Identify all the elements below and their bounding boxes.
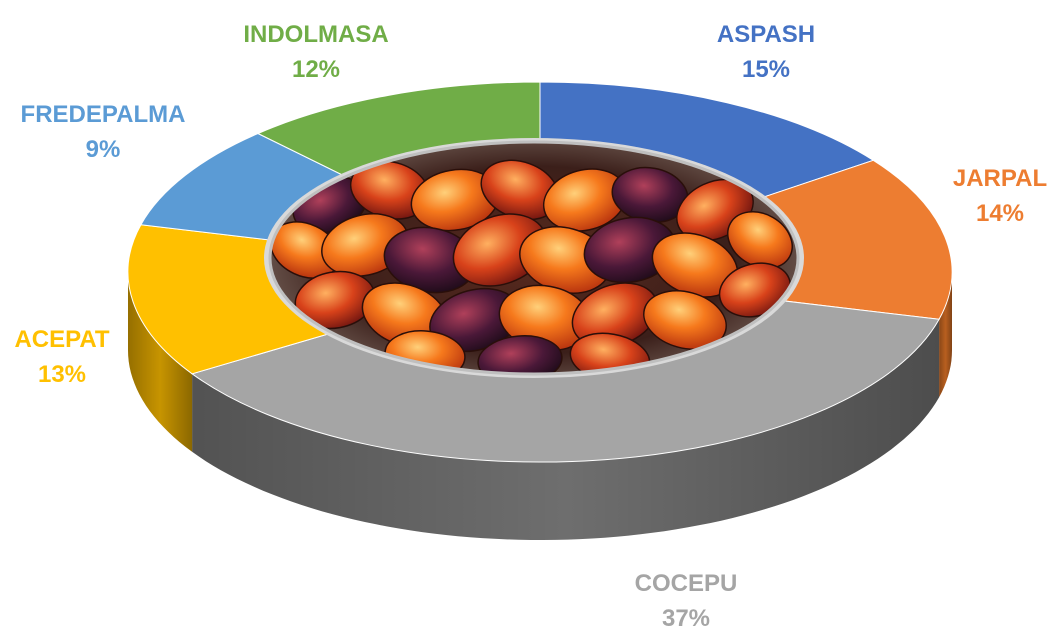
data-label-cocepu-value: 37% bbox=[662, 605, 710, 632]
palm-fruit bbox=[643, 290, 727, 350]
slice-side-shade bbox=[939, 272, 952, 398]
slice-side-shade bbox=[192, 319, 940, 540]
data-label-jarpal-value: 14% bbox=[976, 200, 1024, 227]
data-label-acepat-value: 13% bbox=[38, 361, 86, 388]
data-label-jarpal-name: JARPAL bbox=[953, 165, 1047, 192]
data-label-acepat-name: ACEPAT bbox=[14, 326, 109, 353]
data-label-fredepalma-name: FREDEPALMA bbox=[21, 101, 186, 128]
palm-fruit bbox=[727, 211, 793, 269]
slice-side-shade bbox=[128, 272, 193, 452]
data-label-cocepu-name: COCEPU bbox=[635, 570, 738, 597]
data-label-aspash-value: 15% bbox=[742, 56, 790, 83]
center-fruit-image bbox=[264, 138, 804, 378]
data-label-aspash-name: ASPASH bbox=[717, 21, 815, 48]
data-label-indolmasa-value: 12% bbox=[292, 56, 340, 83]
data-label-fredepalma-value: 9% bbox=[86, 136, 121, 163]
data-label-indolmasa-name: INDOLMASA bbox=[243, 21, 388, 48]
